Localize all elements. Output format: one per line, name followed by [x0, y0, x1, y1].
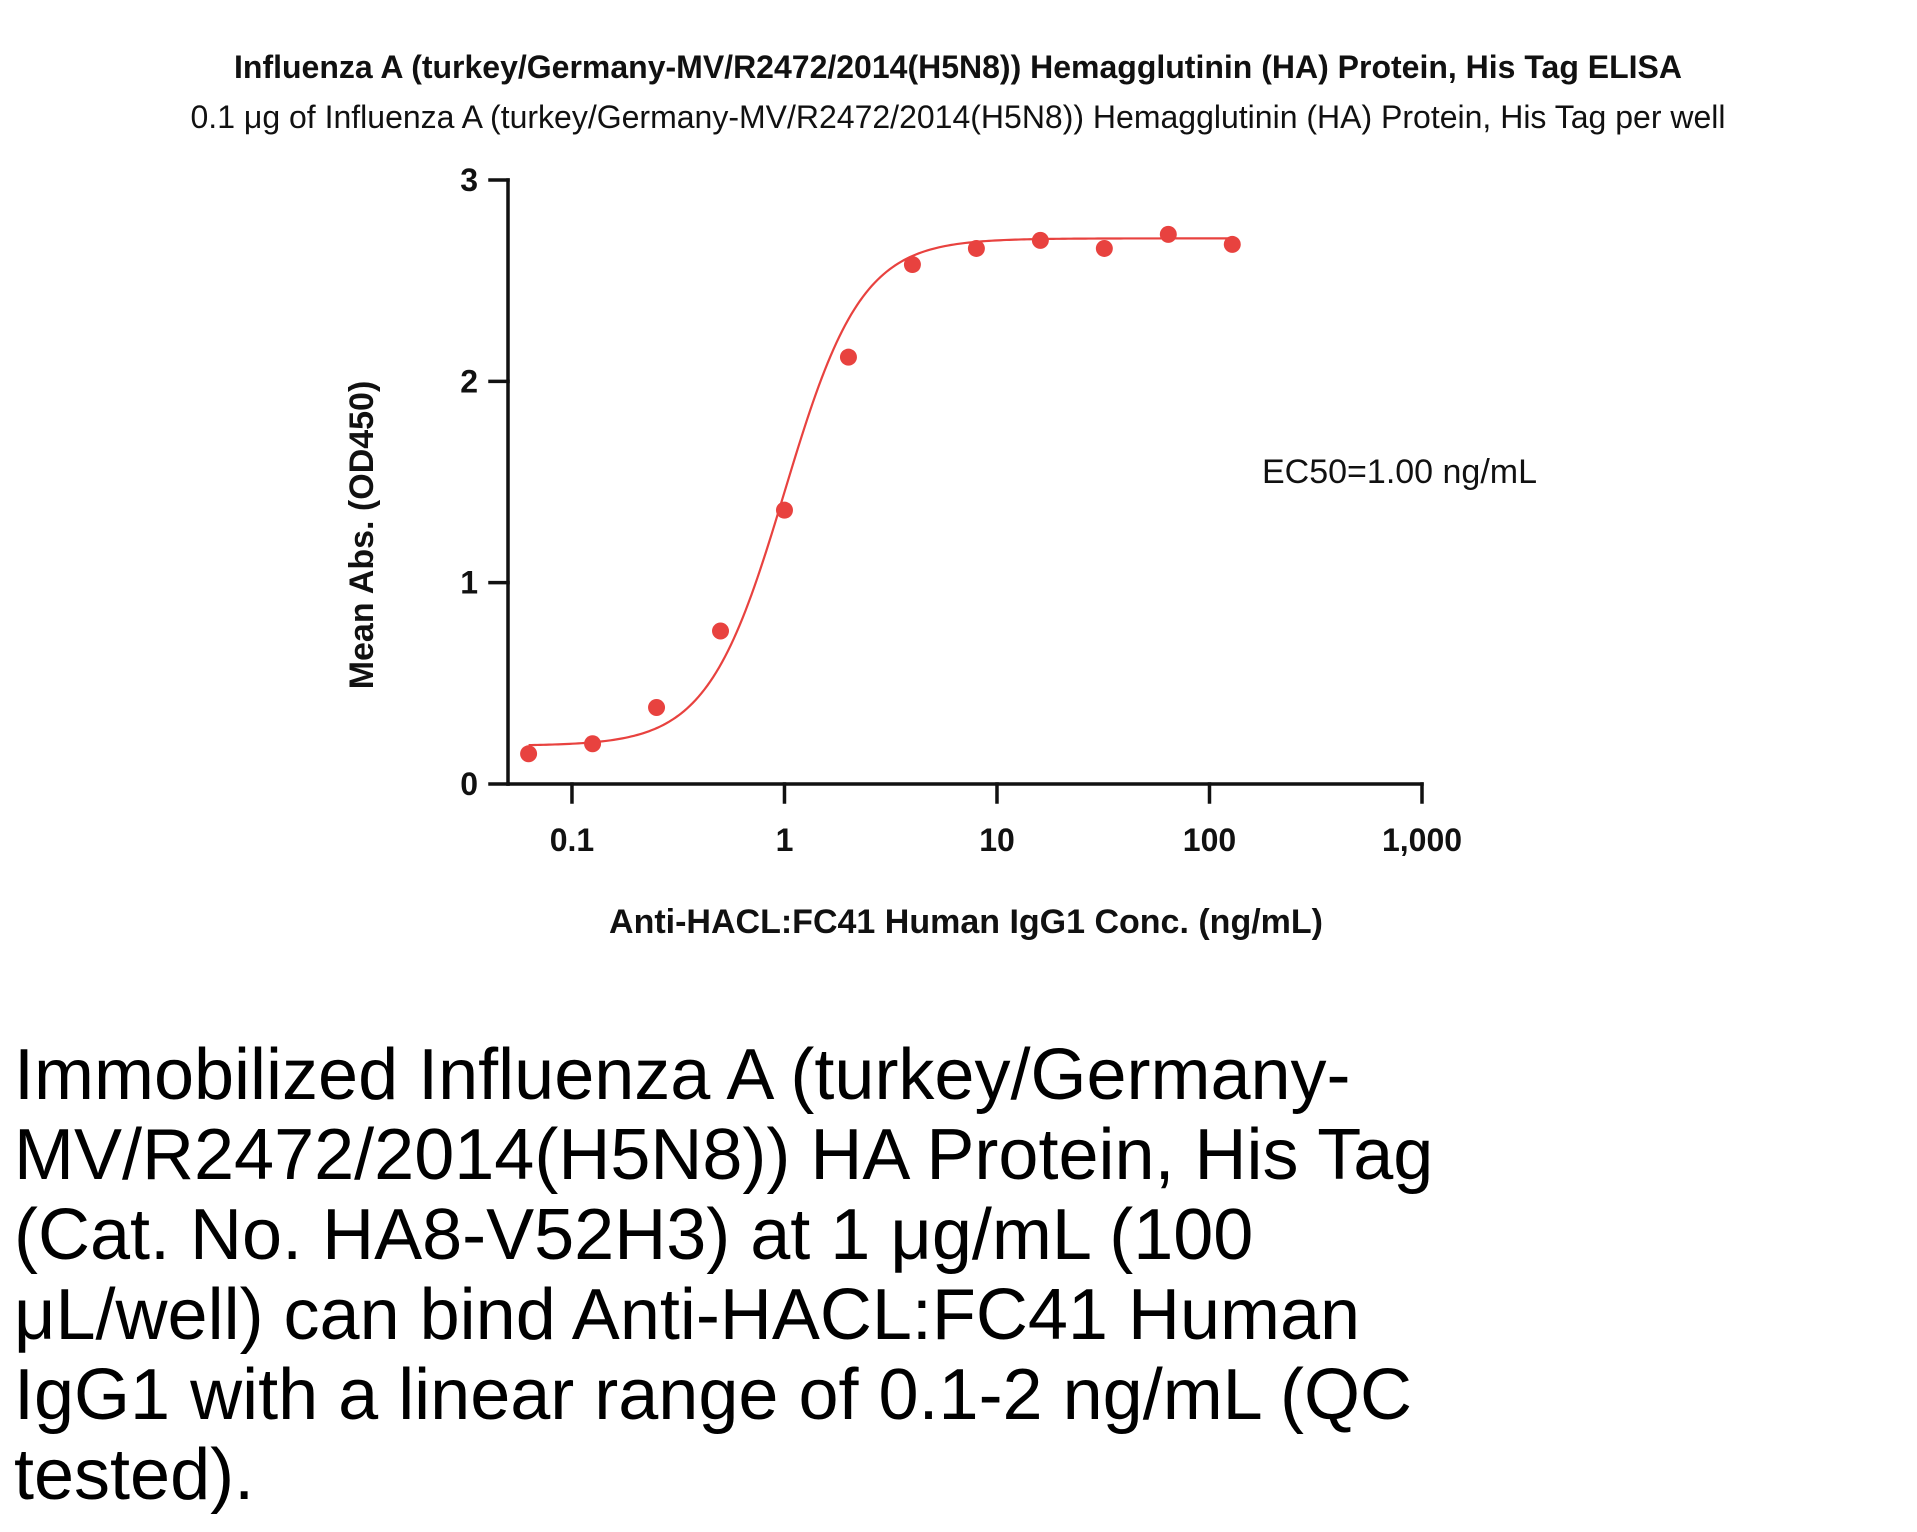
ec50-annotation: EC50=1.00 ng/mL: [1262, 453, 1537, 491]
x-tick-label: 1: [776, 822, 794, 858]
chart-title: Influenza A (turkey/Germany-MV/R2472/201…: [234, 49, 1682, 85]
data-point: [967, 239, 985, 257]
tick-labels: 0 1 2 3 0.1 1 10 100 1,000: [460, 162, 1462, 858]
data-point: [1223, 235, 1241, 253]
y-axis-label: Mean Abs. (OD450): [343, 381, 381, 690]
data-point: [1159, 225, 1177, 243]
y-tick-label: 0: [460, 766, 478, 802]
data-point: [584, 735, 602, 753]
data-point: [903, 256, 921, 274]
x-tick-label: 0.1: [550, 822, 594, 858]
data-point: [648, 698, 666, 716]
y-tick-label: 2: [460, 363, 478, 399]
data-point: [712, 622, 730, 640]
axes: [488, 178, 1424, 804]
data-point: [520, 745, 538, 763]
x-axis-label: Anti-HACL:FC41 Human IgG1 Conc. (ng/mL): [609, 903, 1323, 941]
data-points: [520, 225, 1241, 763]
elisa-chart: Influenza A (turkey/Germany-MV/R2472/201…: [191, 49, 1726, 941]
data-point: [1031, 231, 1049, 249]
x-tick-label: 10: [979, 822, 1015, 858]
data-point: [775, 501, 793, 519]
x-tick-label: 1,000: [1382, 822, 1462, 858]
x-tick-label: 100: [1183, 822, 1236, 858]
caption-text: Immobilized Influenza A (turkey/Germany-…: [14, 1035, 1434, 1515]
fit-curve: [528, 237, 1233, 747]
data-point: [1095, 239, 1113, 257]
y-tick-label: 1: [460, 565, 478, 601]
chart-subtitle: 0.1 μg of Influenza A (turkey/Germany-MV…: [191, 99, 1726, 135]
y-tick-label: 3: [460, 162, 478, 198]
data-point: [839, 348, 857, 366]
